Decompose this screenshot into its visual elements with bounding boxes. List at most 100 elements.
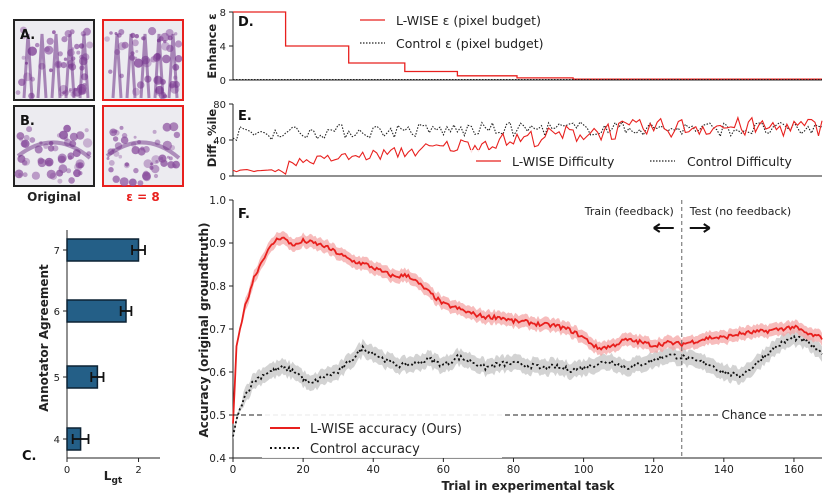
tissue-cell <box>142 171 151 181</box>
c-bar-7 <box>66 238 140 262</box>
c-xtick-label-2: 2 <box>135 465 141 476</box>
tissue-cell <box>133 135 137 139</box>
f-xtick-label-120: 120 <box>644 464 664 476</box>
f-xtick-label-140: 140 <box>714 464 734 476</box>
tissue-cell <box>173 131 181 139</box>
villus-shape <box>36 33 48 99</box>
tissue-cell <box>118 154 123 159</box>
c-ytick-label-4: 4 <box>54 435 60 446</box>
tissue-cell <box>140 146 145 151</box>
f-xtick-label-100: 100 <box>574 464 594 476</box>
f-xtick-label-80: 80 <box>507 464 520 476</box>
f-xlabel: Trial in experimental task <box>441 479 615 493</box>
tissue-cell <box>57 178 63 184</box>
tissue-cell <box>133 167 139 174</box>
tissue-cell <box>124 162 129 167</box>
tissue-cell <box>19 137 24 142</box>
tissue-cell <box>78 171 83 176</box>
tissue-cell <box>119 125 124 130</box>
tissue-cell <box>151 155 161 165</box>
thumbnail-panel: A. B. Original ε = 8 <box>13 19 184 204</box>
tissue-cell <box>23 134 30 141</box>
villus-shape <box>64 33 76 99</box>
tissue-cell <box>120 136 129 144</box>
e-legend-label-lwise: L-WISE Difficulty <box>512 154 615 169</box>
c-xlabel: Lgt <box>104 469 123 486</box>
tissue-cell <box>46 169 56 179</box>
tissue-a-image <box>15 26 183 100</box>
tissue-cell <box>108 160 115 166</box>
villus-shape <box>111 33 123 99</box>
panel-label-d: D. <box>238 15 254 30</box>
tissue-cell <box>20 26 27 34</box>
tissue-cell <box>108 167 114 173</box>
d-ytick-label-4: 4 <box>220 42 226 53</box>
tissue-cell <box>174 40 183 48</box>
f-test-arrow-icon <box>689 223 711 233</box>
tissue-cell <box>162 122 172 132</box>
f-legend-label-lwise: L-WISE accuracy (Ours) <box>310 422 462 437</box>
tissue-cell <box>82 138 93 148</box>
d-ylabel: Enhance ε <box>205 13 219 78</box>
panel-label-c: C. <box>22 449 36 464</box>
e-legend-label-control: Control Difficulty <box>687 154 793 169</box>
d-ytick-label-0: 0 <box>220 76 226 87</box>
tissue-cell <box>151 164 160 174</box>
tissue-cell <box>132 39 139 47</box>
f-ytick-label-0.7: 0.7 <box>209 324 226 336</box>
tissue-cell <box>137 180 144 187</box>
f-ytick-label-0.8: 0.8 <box>209 281 226 293</box>
tissue-cell <box>121 41 129 49</box>
gland-shape <box>105 140 181 160</box>
tissue-cell <box>49 68 53 73</box>
f-train-arrow-icon <box>653 223 674 233</box>
d-ytick-label-8: 8 <box>220 8 226 19</box>
f-band-control-accuracy <box>233 328 822 440</box>
tissue-cell <box>150 56 157 63</box>
f-xtick-label-20: 20 <box>296 464 309 476</box>
tissue-cell <box>74 43 80 50</box>
e-ytick-label-40: 40 <box>213 136 226 147</box>
f-series-control-accuracy <box>232 334 823 437</box>
tissue-cell <box>166 155 170 159</box>
villus-shape <box>22 33 34 99</box>
tissue-cell <box>44 157 54 167</box>
d-legend-label-lwise: L-WISE ε (pixel budget) <box>396 13 541 28</box>
tissue-cell <box>63 124 71 133</box>
tissue-cell <box>67 152 75 160</box>
tissue-cell <box>22 172 28 178</box>
tissue-cell <box>60 156 67 162</box>
tissue-cell <box>58 164 68 174</box>
tissue-cell <box>62 91 66 95</box>
gland-shape <box>16 140 92 160</box>
tissue-cell <box>143 159 153 169</box>
f-train-label: Train (feedback) <box>584 205 674 218</box>
tissue-cell <box>155 160 159 163</box>
e-series-lwise-difficulty <box>232 115 823 175</box>
panel-label-e: E. <box>238 109 252 124</box>
tissue-cell <box>133 58 144 68</box>
tissue-cell <box>68 177 75 184</box>
panel-c-bar-chart: C. Annotator Agreement Lgt 7 6 5 4 0 2 <box>22 230 160 486</box>
tissue-cell <box>68 89 72 93</box>
tissue-cell <box>66 168 72 174</box>
panel-label-a: A. <box>20 28 35 43</box>
e-ytick-label-0: 0 <box>220 172 226 183</box>
tissue-cell <box>47 145 55 152</box>
tissue-cell <box>106 157 110 160</box>
tissue-cell <box>109 31 113 35</box>
tissue-cell <box>29 137 36 143</box>
c-xtick-label-0: 0 <box>64 465 70 476</box>
tissue-cell <box>75 159 85 169</box>
tissue-cell <box>108 69 113 74</box>
tissue-cell <box>169 145 175 151</box>
tissue-cell <box>61 36 68 43</box>
tissue-cell <box>112 136 119 142</box>
tissue-cell <box>57 51 63 57</box>
tissue-cell <box>22 157 31 166</box>
f-ylabel: Accuracy (original groundtruth) <box>197 223 211 438</box>
tissue-cell <box>37 158 47 168</box>
panel-e-difficulty-chart: E. Diff. %ile 0 40 80 L-WISE Difficulty Cont… <box>205 100 823 183</box>
panel-label-b: B. <box>20 114 35 129</box>
